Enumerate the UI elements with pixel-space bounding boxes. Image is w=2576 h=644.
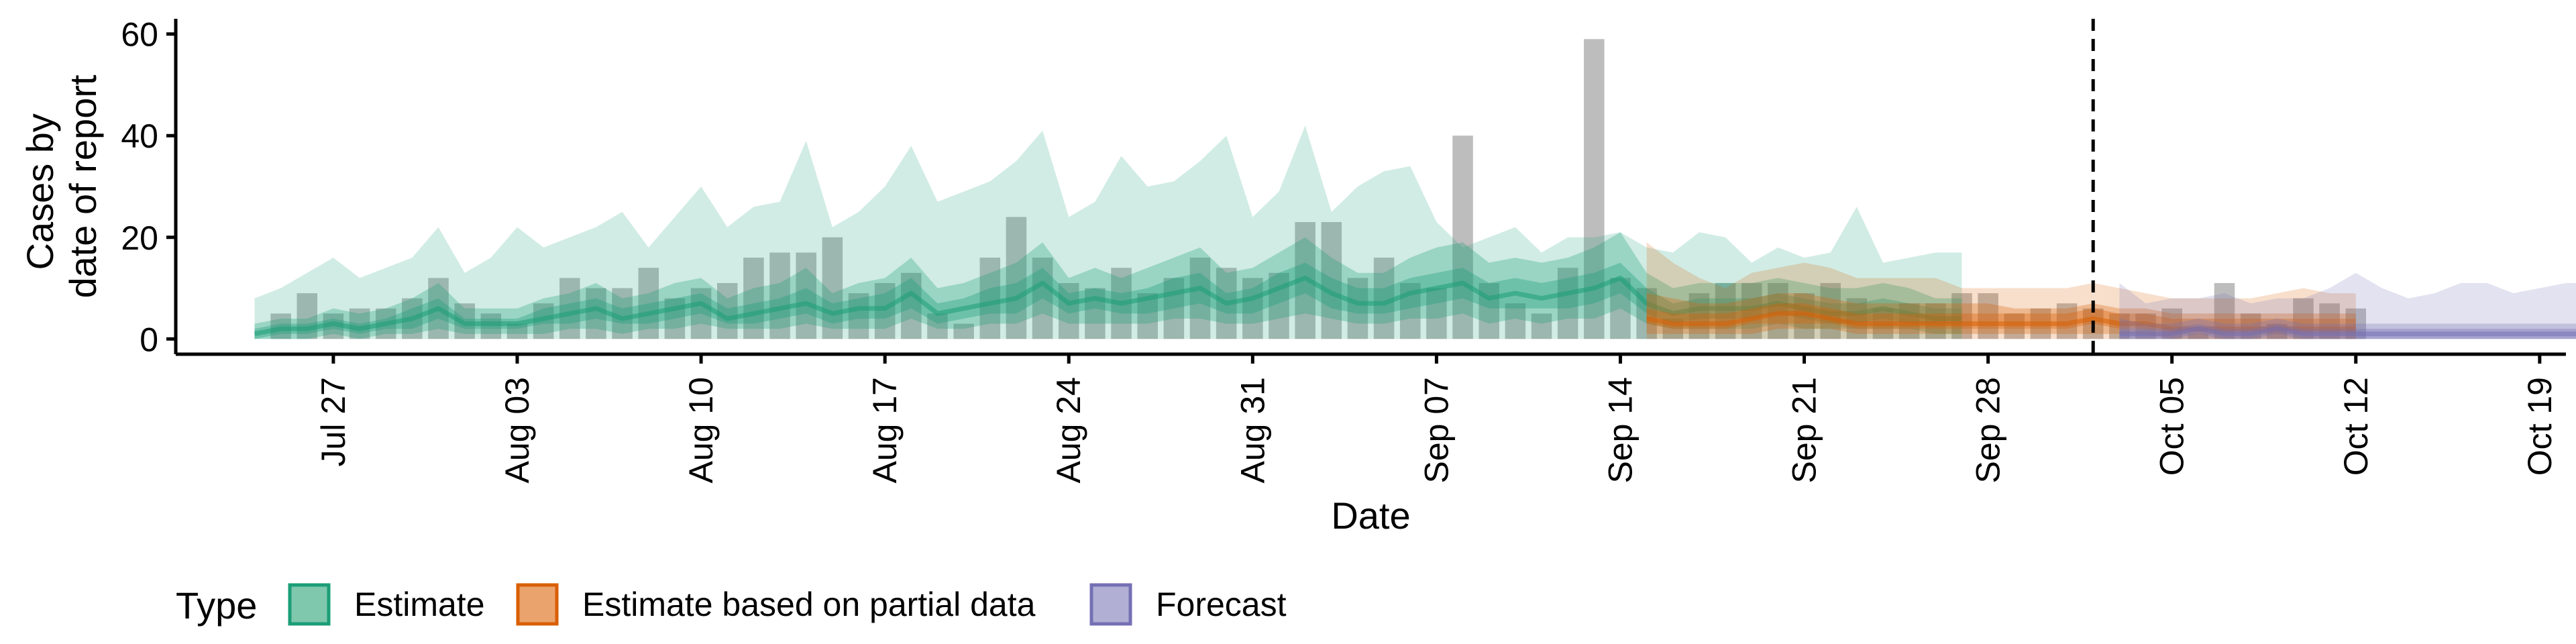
observed-case-bar: [796, 252, 816, 339]
observed-case-bar: [1898, 303, 1920, 339]
observed-case-bar: [979, 258, 1001, 339]
y-tick-label: 60: [121, 16, 158, 54]
observed-case-bar: [1505, 303, 1526, 339]
observed-case-bar: [769, 252, 790, 339]
observed-case-bar: [1768, 282, 1788, 339]
x-tick-label: Sep 28: [1970, 377, 2007, 483]
observed-case-bar: [927, 313, 948, 339]
observed-case-bar: [1163, 278, 1185, 339]
forecast-band-90: [2119, 272, 2576, 339]
observed-case-bar: [1006, 217, 1027, 339]
forecast-median-line: [2119, 326, 2576, 337]
observed-case-bar: [1557, 268, 1578, 339]
observed-case-bar: [1688, 293, 1710, 339]
legend-label-estimate: Estimate: [354, 586, 485, 623]
x-tick-label: Sep 14: [1601, 377, 1639, 483]
legend-items: Estimate Estimate based on partial data Fo…: [288, 583, 1287, 626]
estimate-band-50: [254, 232, 1962, 339]
observed-case-bar: [901, 272, 922, 339]
x-axis-title: Date: [1331, 494, 1410, 537]
estimate-based-on-partial-data-band-90: [1646, 242, 2356, 339]
observed-case-bar: [2004, 313, 2025, 339]
observed-case-bar: [716, 282, 738, 339]
observed-case-bar: [1715, 282, 1736, 339]
x-tick-label: Aug 31: [1234, 377, 1271, 483]
y-tick-label: 20: [121, 219, 158, 257]
legend-key-estimate: [288, 583, 331, 626]
x-tick-label: Oct 12: [2337, 377, 2375, 476]
x-tick-label: Aug 24: [1050, 377, 1087, 483]
observed-case-bar: [1741, 282, 1762, 339]
observed-case-bar: [1925, 303, 1946, 339]
x-tick-label: Sep 21: [1786, 377, 1823, 483]
observed-case-bar: [1452, 136, 1473, 339]
observed-case-bar: [349, 308, 370, 339]
observed-cases-bars: [270, 39, 2367, 339]
legend: Type Estimate Estimate based on partial d…: [176, 583, 1287, 627]
y-axis-title-line-1: Cases by: [19, 113, 61, 270]
estimate-bands: [254, 125, 2576, 339]
x-tick-label: Aug 17: [866, 377, 904, 483]
estimate-based-on-partial-data-median-line: [1646, 311, 2356, 331]
x-tick-label: Aug 10: [682, 377, 720, 483]
observed-case-bar: [1242, 278, 1263, 339]
legend-key-estimate-based-on-partial-data: [516, 583, 559, 626]
observed-case-bar: [953, 323, 974, 339]
observed-case-bar: [822, 237, 843, 339]
observed-case-bar: [690, 288, 712, 339]
observed-case-bar: [506, 323, 528, 339]
observed-case-bar: [1032, 258, 1053, 339]
y-tick-label: 0: [140, 321, 158, 358]
observed-case-bar: [1531, 313, 1552, 339]
legend-key-forecast: [1089, 583, 1132, 626]
observed-case-bar: [1426, 288, 1447, 339]
observed-case-bar: [1951, 293, 1972, 339]
y-axis-title: Cases by date of report: [19, 74, 104, 299]
observed-case-bar: [638, 268, 659, 339]
observed-case-bar: [270, 313, 291, 339]
estimate-band-90: [254, 125, 1962, 339]
x-tick-label: Aug 03: [498, 377, 536, 483]
axes: 0 20 40 60 Jul 27 Aug 03 Aug 10 Aug 17 Aug 24 Au…: [121, 16, 2566, 483]
legend-label-forecast: Forecast: [1156, 586, 1287, 623]
observed-case-bar: [1610, 278, 1631, 339]
x-tick-label: Sep 07: [1417, 377, 1455, 483]
observed-case-bar: [874, 282, 896, 339]
x-tick-label: Oct 19: [2521, 377, 2559, 476]
legend-label-estimate-based-on-partial-data: Estimate based on partial data: [582, 586, 1036, 623]
y-axis-title-line-2: date of report: [62, 74, 104, 299]
observed-case-bar: [1321, 222, 1342, 339]
estimate-median-line: [254, 275, 1962, 337]
observed-case-bar: [743, 258, 764, 339]
observed-case-bar: [480, 313, 502, 339]
observed-case-bar: [559, 278, 580, 339]
observed-case-bar: [297, 293, 318, 339]
y-axis-ticks: 0 20 40 60: [121, 16, 176, 358]
observed-case-bar: [848, 293, 869, 339]
observed-case-bar: [1189, 258, 1211, 339]
observed-case-bar: [1058, 282, 1079, 339]
y-tick-label: 40: [121, 117, 158, 155]
x-tick-label: Oct 05: [2153, 377, 2191, 476]
x-axis-ticks: Jul 27 Aug 03 Aug 10 Aug 17 Aug 24 Aug 31 Sep …: [315, 354, 2559, 483]
observed-case-bar: [1347, 278, 1368, 339]
observed-case-bar: [2188, 333, 2209, 339]
estimate-based-on-partial-data-band-20: [1646, 303, 2356, 334]
observed-case-bar: [1846, 298, 1868, 339]
legend-title: Type: [176, 584, 257, 627]
x-tick-label: Jul 27: [315, 377, 352, 466]
observed-case-bar: [1978, 293, 1998, 339]
